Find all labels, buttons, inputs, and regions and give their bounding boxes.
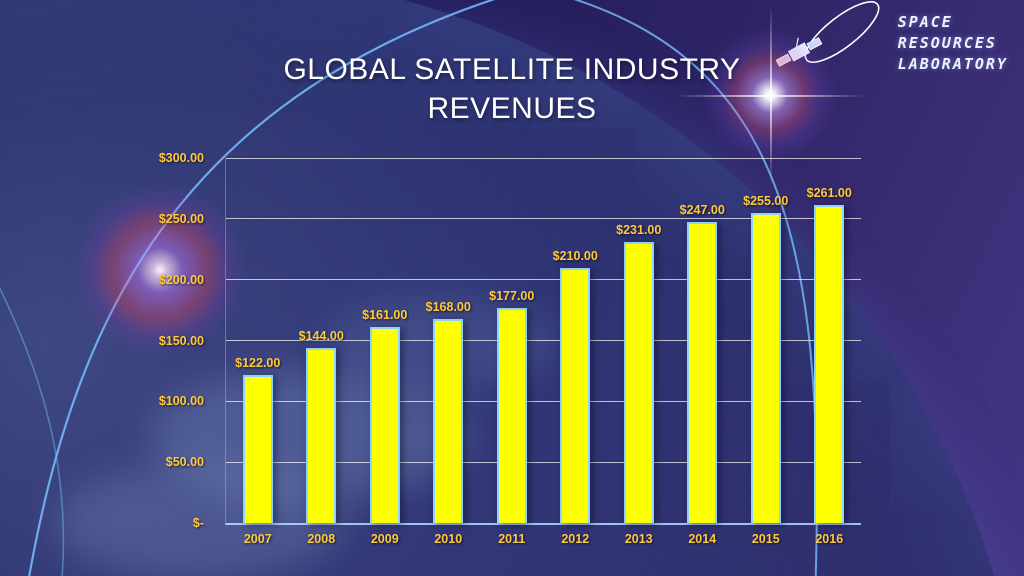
x-axis-tick-label: 2016 [815, 532, 844, 546]
bar-slot-2012: $210.00 [544, 158, 608, 523]
logo-line-3: LABORATORY [897, 55, 1008, 73]
bar-2011 [496, 307, 527, 523]
x-axis-tick-label: 2007 [243, 532, 272, 546]
y-axis-tick-label: $250.00 [158, 211, 204, 226]
bar-slot-2014: $247.00 [671, 158, 735, 523]
y-axis-tick-label: $- [192, 516, 204, 530]
gridline [226, 461, 861, 463]
bar-slot-2011: $177.00 [480, 158, 544, 523]
bar-2015 [750, 212, 781, 523]
bar-slot-2007: $122.00 [226, 158, 290, 523]
plot-area: $122.00 $144.00 $161.00 $168.00 $177.00 $210.… [225, 157, 861, 546]
bar-value-label: $255.00 [743, 193, 789, 208]
bar-2012 [560, 267, 591, 523]
y-axis-tick-label: $300.00 [158, 151, 204, 165]
logo-line-2: RESOURCES [897, 34, 997, 52]
bar-2007 [242, 374, 273, 523]
bar-slot-2008: $144.00 [290, 158, 354, 523]
bar-2008 [306, 347, 337, 523]
x-axis-tick-label: 2014 [688, 532, 717, 546]
bar-2009 [369, 327, 400, 523]
y-axis-tick-label: $50.00 [165, 455, 204, 470]
bar-slot-2013: $231.00 [607, 158, 671, 523]
bar-2016 [814, 205, 845, 523]
chart-title-line-2: REVENUES [427, 92, 597, 125]
bar-value-label: $122.00 [235, 355, 281, 370]
x-axis-tick-label: 2015 [751, 532, 780, 546]
bar-2014 [687, 222, 718, 523]
gridline [226, 340, 861, 341]
y-axis-tick-label: $200.00 [158, 272, 204, 287]
bars-container: $122.00 $144.00 $161.00 $168.00 $177.00 $210.… [226, 158, 861, 523]
bar-2010 [433, 318, 464, 523]
x-axis-tick-label: 2011 [498, 532, 526, 546]
chart-title-line-1: GLOBAL SATELLITE INDUSTRY [283, 53, 741, 86]
y-axis-tick-label: $150.00 [158, 333, 204, 348]
gridline [226, 279, 861, 281]
x-axis-tick-label: 2008 [307, 532, 336, 546]
bar-value-label: $247.00 [679, 203, 725, 218]
gridline [226, 400, 861, 402]
bar-2013 [623, 241, 654, 523]
bar-value-label: $177.00 [489, 288, 535, 303]
x-axis-tick-label: 2013 [624, 532, 653, 546]
bar-slot-2015: $255.00 [734, 158, 798, 523]
bar-value-label: $261.00 [806, 186, 852, 201]
bar-value-label: $210.00 [552, 248, 598, 263]
y-axis: $300.00 $250.00 $200.00 $150.00 $100.00 $50.0… [100, 151, 212, 530]
chart-title: GLOBAL SATELLITE INDUSTRY REVENUES [0, 50, 1024, 128]
gridline [226, 218, 861, 220]
x-axis-tick-label: 2009 [370, 532, 399, 546]
x-axis-tick-label: 2012 [561, 532, 590, 546]
bar-value-label: $161.00 [362, 308, 408, 323]
x-axis-tick-label: 2010 [434, 532, 463, 546]
bar-value-label: $144.00 [298, 328, 344, 343]
logo-line-1: SPACE [897, 13, 953, 31]
gridline [226, 157, 861, 159]
bar-slot-2016: $261.00 [798, 158, 862, 523]
y-axis-tick-label: $100.00 [158, 394, 204, 409]
logo-space-resources-laboratory: SPACE RESOURCES LABORATORY [898, 12, 1008, 75]
bar-slot-2010: $168.00 [417, 158, 481, 523]
x-axis: 2007 2008 2009 2010 2011 2012 2013 2014 2015 2016 [226, 523, 861, 546]
bar-value-label: $231.00 [616, 222, 662, 237]
bar-value-label: $168.00 [425, 299, 471, 314]
bar-slot-2009: $161.00 [353, 158, 417, 523]
